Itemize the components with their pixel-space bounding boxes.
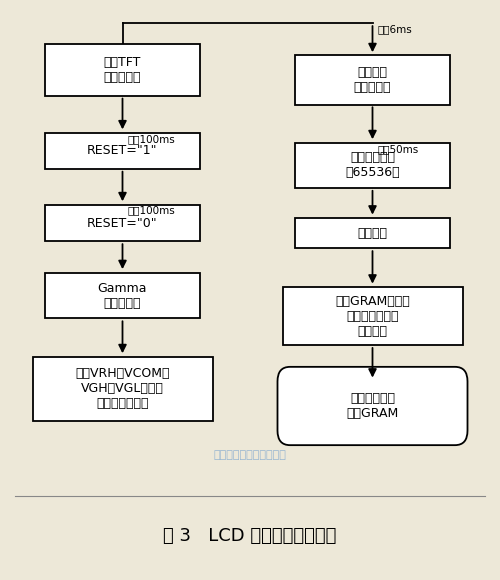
Text: 延时100ms: 延时100ms xyxy=(128,205,176,216)
Bar xyxy=(295,143,450,188)
Bar xyxy=(282,287,463,345)
Bar xyxy=(45,44,200,96)
Text: 延时6ms: 延时6ms xyxy=(378,24,412,34)
Text: 模块供电
初始化操作: 模块供电 初始化操作 xyxy=(354,66,391,94)
Text: 延时50ms: 延时50ms xyxy=(378,144,419,154)
Bar xyxy=(45,273,200,318)
Text: 开启显示: 开启显示 xyxy=(358,227,388,240)
Bar xyxy=(295,218,450,248)
Bar xyxy=(45,205,200,241)
Text: 图 3   LCD 模块的初始化过程: 图 3 LCD 模块的初始化过程 xyxy=(164,527,336,546)
Bar xyxy=(32,357,212,420)
Text: 创新网赛易思，中立论坛: 创新网赛易思，中立论坛 xyxy=(214,450,286,461)
Text: Gamma
初始化设置: Gamma 初始化设置 xyxy=(98,282,147,310)
Text: 将初始化数据
写入GRAM: 将初始化数据 写入GRAM xyxy=(346,392,399,420)
Bar xyxy=(295,56,450,104)
Text: 延时100ms: 延时100ms xyxy=(128,134,176,144)
FancyBboxPatch shape xyxy=(278,367,468,445)
Text: 驱动TFT
控制器工作: 驱动TFT 控制器工作 xyxy=(104,56,142,84)
Bar xyxy=(45,133,200,169)
Text: 设置色彩深度
为65536色: 设置色彩深度 为65536色 xyxy=(345,151,400,179)
Text: 设置VRH，VCOM，
VGH，VGL供电模
块的相关电压值: 设置VRH，VCOM， VGH，VGL供电模 块的相关电压值 xyxy=(75,367,170,410)
Text: 设置GRAM区域，
确定显示行列的
起始位置: 设置GRAM区域， 确定显示行列的 起始位置 xyxy=(335,295,410,338)
Text: RESET="1": RESET="1" xyxy=(88,144,158,157)
Text: RESET="0": RESET="0" xyxy=(87,217,158,230)
